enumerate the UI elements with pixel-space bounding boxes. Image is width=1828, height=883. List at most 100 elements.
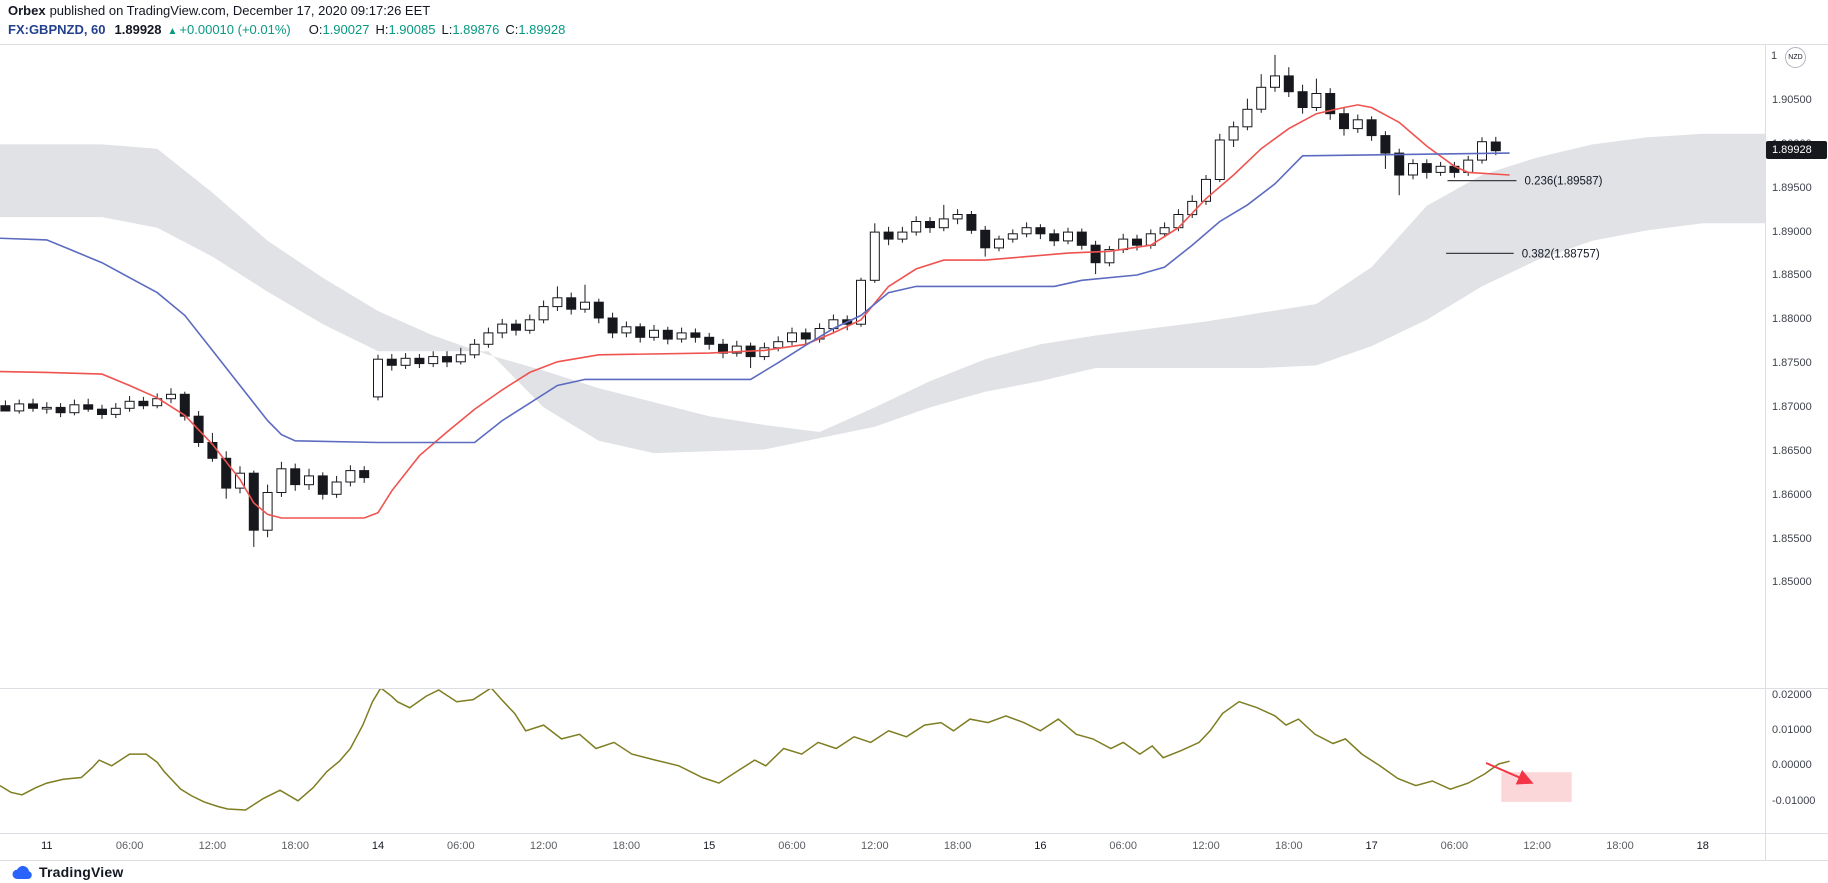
- candle[interactable]: [980, 229, 991, 249]
- candle[interactable]: [428, 356, 439, 365]
- candle[interactable]: [1490, 141, 1501, 152]
- candle[interactable]: [938, 218, 949, 229]
- oscillator-canvas[interactable]: [0, 689, 1765, 833]
- candle[interactable]: [1104, 249, 1115, 264]
- candle[interactable]: [1159, 227, 1170, 235]
- candle[interactable]: [773, 341, 784, 349]
- candle[interactable]: [69, 404, 80, 414]
- candle[interactable]: [883, 231, 894, 240]
- price-axis[interactable]: 1 NZD 1.905001.900001.895001.890001.8850…: [1765, 44, 1828, 833]
- candle[interactable]: [1007, 233, 1018, 240]
- fib-label-0.236[interactable]: 0.236(1.89587): [1525, 176, 1603, 188]
- candle[interactable]: [386, 358, 397, 366]
- candle[interactable]: [524, 319, 535, 331]
- candle[interactable]: [276, 468, 287, 493]
- cloud-area[interactable]: [0, 133, 1765, 454]
- symbol-title[interactable]: FX:GBPNZD, 60: [8, 22, 106, 37]
- candle[interactable]: [331, 481, 342, 495]
- candle[interactable]: [869, 231, 880, 281]
- candle[interactable]: [469, 343, 480, 356]
- candle[interactable]: [442, 356, 452, 363]
- candle[interactable]: [1421, 163, 1432, 173]
- time-axis[interactable]: 11 06:00 12:00 18:00 14 06:00 12:00 18:00 15 06:0…: [0, 834, 1765, 860]
- candle[interactable]: [897, 231, 908, 240]
- candle[interactable]: [317, 475, 328, 495]
- candle[interactable]: [414, 357, 425, 365]
- candle[interactable]: [787, 332, 797, 343]
- candle[interactable]: [1173, 214, 1184, 229]
- candle[interactable]: [166, 393, 176, 400]
- candle[interactable]: [1201, 178, 1211, 202]
- candle[interactable]: [593, 301, 604, 319]
- panel-divider-line[interactable]: [0, 688, 1828, 689]
- candle[interactable]: [580, 301, 590, 310]
- candle[interactable]: [1049, 233, 1060, 242]
- candle[interactable]: [138, 400, 149, 407]
- candle[interactable]: [359, 470, 370, 479]
- candle[interactable]: [1380, 135, 1391, 154]
- candle[interactable]: [1435, 165, 1446, 173]
- candle[interactable]: [1283, 75, 1294, 93]
- candle[interactable]: [124, 400, 135, 409]
- candle[interactable]: [566, 297, 577, 310]
- candle[interactable]: [1090, 244, 1101, 264]
- tradingview-wordmark[interactable]: TradingView: [39, 864, 124, 880]
- candle[interactable]: [83, 404, 94, 410]
- candle[interactable]: [662, 329, 673, 340]
- candle[interactable]: [373, 358, 383, 398]
- candle[interactable]: [1035, 227, 1046, 235]
- candle[interactable]: [1214, 139, 1225, 180]
- candle[interactable]: [14, 403, 25, 412]
- candle[interactable]: [28, 403, 38, 409]
- candle[interactable]: [1256, 86, 1267, 110]
- candle[interactable]: [925, 221, 935, 229]
- candle[interactable]: [41, 406, 52, 410]
- tradingview-logo[interactable]: [12, 864, 33, 880]
- candle[interactable]: [1063, 231, 1073, 242]
- candle[interactable]: [676, 332, 687, 340]
- candle[interactable]: [1366, 119, 1377, 137]
- candle[interactable]: [345, 470, 356, 483]
- candle[interactable]: [1297, 91, 1308, 109]
- candle[interactable]: [400, 357, 411, 366]
- candle[interactable]: [856, 279, 866, 325]
- candle[interactable]: [1270, 75, 1280, 88]
- candle[interactable]: [966, 214, 977, 231]
- highlight-box[interactable]: [1501, 772, 1572, 802]
- candle[interactable]: [1021, 227, 1032, 235]
- candle[interactable]: [649, 329, 659, 338]
- candle[interactable]: [1477, 141, 1487, 161]
- candle[interactable]: [1076, 231, 1087, 246]
- candle[interactable]: [1132, 238, 1142, 246]
- candle[interactable]: [911, 221, 922, 233]
- candle[interactable]: [690, 332, 701, 338]
- candle[interactable]: [952, 214, 963, 220]
- currency-badge[interactable]: NZD: [1785, 47, 1806, 68]
- oscillator-line[interactable]: [0, 689, 1510, 811]
- candle[interactable]: [1352, 119, 1363, 130]
- blue-overlay-line[interactable]: [0, 152, 1510, 444]
- candle[interactable]: [55, 406, 66, 414]
- candle[interactable]: [635, 326, 646, 338]
- candle[interactable]: [221, 457, 232, 489]
- candle[interactable]: [1339, 113, 1349, 130]
- candle[interactable]: [483, 332, 494, 345]
- candle[interactable]: [497, 323, 508, 334]
- candle[interactable]: [704, 336, 715, 345]
- candle[interactable]: [607, 317, 618, 334]
- candle[interactable]: [1242, 108, 1253, 128]
- candlestick-series[interactable]: [0, 54, 1501, 547]
- candle[interactable]: [455, 354, 466, 363]
- candle[interactable]: [110, 407, 121, 415]
- candle[interactable]: [0, 405, 11, 412]
- candle[interactable]: [759, 347, 770, 358]
- candle[interactable]: [97, 408, 107, 416]
- indicator-panel[interactable]: [0, 689, 1765, 833]
- main-chart-panel[interactable]: 0.236(1.89587) 0.382(1.88757): [0, 44, 1765, 688]
- candle[interactable]: [1228, 126, 1239, 141]
- candle[interactable]: [290, 468, 301, 486]
- arrow-annotation[interactable]: [1485, 762, 1534, 785]
- candle[interactable]: [552, 297, 563, 308]
- red-overlay-line[interactable]: [0, 104, 1510, 519]
- candle[interactable]: [538, 306, 549, 321]
